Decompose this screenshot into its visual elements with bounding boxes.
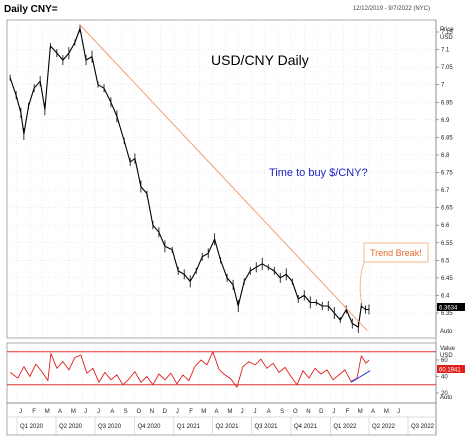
price-tick-label: 6.4 <box>441 293 450 299</box>
month-tick-label: J <box>254 409 257 415</box>
quarter-tick-label: Q2 2020 <box>59 424 83 430</box>
month-tick-label: D <box>163 409 168 415</box>
month-tick-label: N <box>150 409 154 415</box>
quarter-axis: Q1 2020 Q2 2020 Q3 2020 Q4 2020 Q1 2021 Q2 20… <box>16 417 435 435</box>
date-range-label: 12/12/2019 - 9/7/2022 (NYC) <box>352 6 430 12</box>
indicator-uptrend-line <box>350 370 371 383</box>
month-tick-label: M <box>45 409 50 415</box>
indicator-last-tag <box>437 365 465 373</box>
month-tick-label: F <box>346 409 350 415</box>
month-tick-label: O <box>136 409 141 415</box>
quarter-tick-label: Q4 2021 <box>294 424 318 430</box>
indicator-tick-label: 60 <box>441 358 448 364</box>
indicator-auto-label: Auto <box>440 395 453 401</box>
trend-break-pointer <box>359 261 365 305</box>
month-tick-label: M <box>227 409 232 415</box>
price-tick-label: 6.35 <box>441 311 453 317</box>
indicator-series <box>9 351 370 388</box>
price-tick-label: 6.9 <box>441 118 450 124</box>
month-tick-label: F <box>189 409 193 415</box>
chart-heading: USD/CNY Daily <box>211 52 309 68</box>
price-tick-label: 7 <box>441 83 445 89</box>
price-axis-ticks: 7.15 7.1 7.05 7 6.95 6.9 6.85 6.8 6.75 6.7 6.65 6.6… <box>436 30 453 317</box>
quarter-tick-label: Q2 2021 <box>216 424 240 430</box>
indicator-line <box>9 351 370 388</box>
month-tick-label: S <box>124 409 128 415</box>
price-tick-label: 6.75 <box>441 171 453 177</box>
price-downtrend-line <box>79 24 368 331</box>
quarter-tick-label: Q1 2022 <box>333 424 357 430</box>
month-tick-label: D <box>319 409 324 415</box>
vertical-gridlines <box>16 20 396 403</box>
time-axis-frame <box>6 402 437 436</box>
month-tick-label: J <box>332 409 335 415</box>
month-tick-label: F <box>32 409 36 415</box>
price-axis-label-unit: USD <box>440 35 453 41</box>
month-tick-label: J <box>176 409 179 415</box>
quarter-tick-label: Q1 2021 <box>177 424 201 430</box>
price-series <box>9 24 370 334</box>
month-tick-label: M <box>358 409 363 415</box>
price-last-tag <box>437 303 465 311</box>
price-tick-label: 6.5 <box>441 258 450 264</box>
horizontal-gridlines <box>7 31 436 314</box>
quarter-tick-label: Q4 2020 <box>137 424 161 430</box>
price-tick-label: 6.85 <box>441 135 453 141</box>
price-tick-label: 6.45 <box>441 276 453 282</box>
month-tick-label: J <box>241 409 244 415</box>
month-tick-label: A <box>58 409 62 415</box>
quarter-tick-label: Q3 2021 <box>255 424 279 430</box>
month-tick-label: M <box>201 409 206 415</box>
price-last-value: 6.3634 <box>439 306 458 312</box>
indicator-last-value: 60.1941 <box>439 368 461 374</box>
month-tick-label: J <box>97 409 100 415</box>
month-tick-label: M <box>384 409 389 415</box>
month-tick-label: S <box>280 409 284 415</box>
price-tick-label: 6.7 <box>441 188 450 194</box>
price-tick-label: 6.6 <box>441 223 450 229</box>
month-tick-label: A <box>267 409 271 415</box>
indicator-axis-label-value: Value <box>440 346 456 352</box>
price-axis-label-price: Price <box>440 27 454 33</box>
indicator-tick-label: 20 <box>441 391 448 397</box>
price-tick-label: 7.05 <box>441 65 453 71</box>
trend-break-annotation: Trend Break! <box>370 248 422 258</box>
month-tick-label: J <box>397 409 400 415</box>
indicator-bands <box>7 351 436 386</box>
price-tick-label: 6.65 <box>441 206 453 212</box>
price-tick-label: 6.8 <box>441 153 450 159</box>
month-tick-label: J <box>84 409 87 415</box>
quarter-tick-label: Q3 2022 <box>411 424 435 430</box>
month-tick-label: O <box>293 409 298 415</box>
indicator-axis-label-unit: USD <box>440 353 453 359</box>
quarter-tick-label: Q3 2020 <box>98 424 122 430</box>
month-tick-label: A <box>215 409 219 415</box>
quarter-tick-label: Q1 2020 <box>20 424 44 430</box>
buy-annotation: Time to buy $/CNY? <box>269 167 368 179</box>
indicator-axis-ticks: 60 40 20 <box>436 358 448 397</box>
month-tick-label: A <box>110 409 114 415</box>
price-tick-label: 6.95 <box>441 100 453 106</box>
price-tick-label: 6.55 <box>441 241 453 247</box>
month-tick-label: N <box>306 409 310 415</box>
month-tick-label: M <box>71 409 76 415</box>
quarter-tick-label: Q2 2022 <box>372 424 396 430</box>
month-tick-label: J <box>19 409 22 415</box>
chart-title-header: Daily CNY= <box>4 4 58 15</box>
trend-break-box <box>363 242 429 263</box>
price-auto-label: Auto <box>440 329 453 335</box>
indicator-tick-label: 40 <box>441 375 448 381</box>
price-tick-label: 7.1 <box>441 48 450 54</box>
price-tick-label: 7.15 <box>441 30 453 36</box>
month-tick-label: A <box>371 409 375 415</box>
